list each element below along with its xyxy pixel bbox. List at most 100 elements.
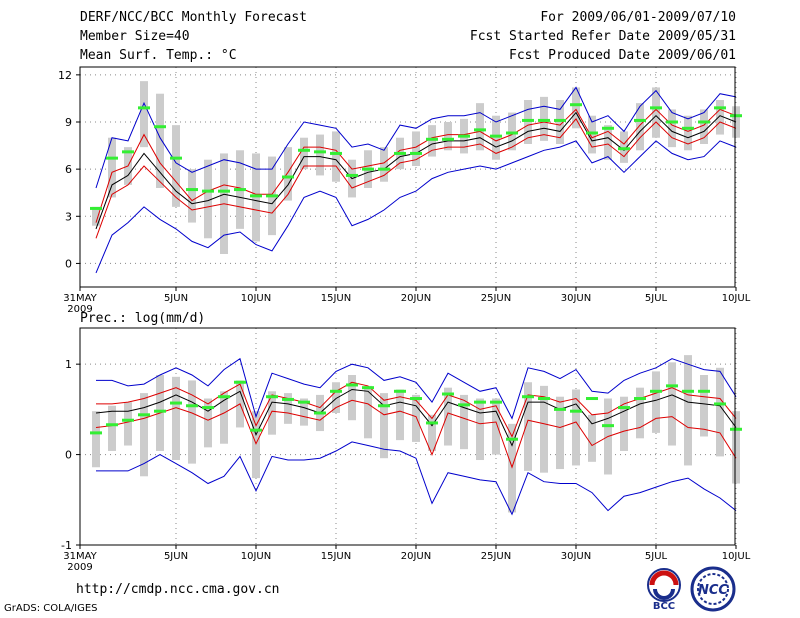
forecast-marker: [218, 189, 230, 193]
y-tick-label: 0: [65, 449, 72, 462]
forecast-marker: [666, 384, 678, 388]
spread-box: [716, 100, 724, 135]
forecast-marker: [250, 194, 262, 198]
forecast-marker: [634, 118, 646, 122]
forecast-marker: [426, 137, 438, 141]
variable-label-temperature: Mean Surf. Temp.: °C: [80, 48, 237, 63]
forecast-marker: [554, 118, 566, 122]
source-url[interactable]: http://cmdp.ncc.cma.gov.cn: [76, 582, 280, 597]
y-tick-label: 3: [65, 210, 72, 223]
y-tick-label: 9: [65, 116, 72, 129]
forecast-marker: [314, 150, 326, 154]
spread-box: [300, 398, 308, 426]
x-tick-label: 10JUN: [241, 293, 271, 304]
forecast-marker: [90, 431, 102, 435]
spread-box: [716, 367, 724, 457]
x-year-label: 2009: [67, 304, 92, 315]
spread-box: [604, 125, 612, 160]
spread-box: [652, 87, 660, 138]
forecast-marker: [474, 128, 486, 132]
forecast-marker: [490, 400, 502, 404]
spread-box: [620, 396, 628, 451]
spread-box: [572, 389, 580, 466]
forecast-marker: [154, 409, 166, 413]
spread-box: [172, 125, 180, 207]
forecast-marker: [330, 389, 342, 393]
spread-box: [300, 137, 308, 170]
spread-box: [540, 96, 548, 141]
forecast-marker: [346, 173, 358, 177]
spread-box: [636, 387, 644, 439]
ncc-logo: NCC: [690, 566, 736, 612]
forecast-marker: [522, 118, 534, 122]
x-tick-label: 20JUN: [401, 293, 431, 304]
forecast-marker: [234, 188, 246, 192]
spread-box: [204, 398, 212, 448]
refer-date-label: Fcst Started Refer Date 2009/05/31: [469, 29, 736, 44]
series-line-upper: [95, 86, 737, 189]
forecast-marker: [106, 423, 118, 427]
forecast-marker: [570, 409, 582, 413]
forecast-marker: [362, 386, 374, 390]
plot-frame: [79, 327, 736, 546]
forecast-marker: [234, 380, 246, 384]
forecast-marker: [602, 424, 614, 428]
spread-box: [364, 385, 372, 439]
forecast-marker: [410, 397, 422, 401]
y-tick-label: 6: [65, 163, 72, 176]
spread-box: [700, 109, 708, 144]
forecast-marker: [90, 206, 102, 210]
forecast-marker: [186, 188, 198, 192]
produced-date-label: Fcst Produced Date 2009/06/01: [509, 48, 736, 63]
ncc-logo-text: NCC: [698, 583, 728, 598]
spread-box: [492, 115, 500, 160]
x-tick-label: 31MAY: [63, 293, 97, 304]
forecast-marker: [570, 103, 582, 107]
forecast-marker: [522, 395, 534, 399]
x-tick-label: 5JUN: [164, 551, 188, 562]
forecast-marker: [506, 437, 518, 441]
spread-box: [348, 375, 356, 421]
spread-box: [588, 115, 596, 154]
forecast-marker: [378, 404, 390, 408]
forecast-marker: [138, 413, 150, 417]
spread-box: [556, 100, 564, 144]
spread-box: [396, 389, 404, 441]
x-tick-label: 20JUN: [401, 551, 431, 562]
spread-box: [652, 371, 660, 433]
x-tick-label: 25JUN: [481, 551, 511, 562]
spread-box: [92, 411, 100, 468]
spread-box: [220, 391, 228, 444]
forecast-marker: [426, 421, 438, 425]
spread-box: [588, 414, 596, 462]
x-tick-label: 5JUN: [164, 293, 188, 304]
precipitation-panel: Prec.: log(mm/d) -1 0 1 31MAY 5JUN 10JUN 15JUN 2…: [61, 311, 751, 573]
plot-frame: [79, 66, 736, 288]
spread-box: [124, 402, 132, 446]
x-tick-label: 30JUN: [561, 293, 591, 304]
forecast-marker: [698, 389, 710, 393]
forecast-marker: [266, 194, 278, 198]
forecast-marker: [538, 397, 550, 401]
grads-credit: GrADS: COLA/IGES: [4, 603, 98, 614]
spread-box: [460, 394, 468, 450]
forecast-marker: [122, 150, 134, 154]
forecast-marker: [586, 131, 598, 135]
forecast-marker: [634, 397, 646, 401]
forecast-marker: [282, 397, 294, 401]
spread-box: [732, 411, 740, 484]
spread-box: [188, 380, 196, 464]
spread-box: [572, 87, 580, 129]
x-tick-label: 5JUL: [645, 551, 668, 562]
spread-box: [332, 382, 340, 413]
forecast-marker: [122, 418, 134, 422]
forecast-marker: [714, 106, 726, 110]
forecast-marker: [554, 407, 566, 411]
forecast-marker: [698, 120, 710, 124]
spread-box: [508, 112, 516, 151]
forecast-marker: [602, 126, 614, 130]
spread-box: [284, 147, 292, 201]
x-tick-label: 30JUN: [561, 551, 591, 562]
spread-box: [380, 393, 388, 459]
spread-box: [252, 153, 260, 242]
